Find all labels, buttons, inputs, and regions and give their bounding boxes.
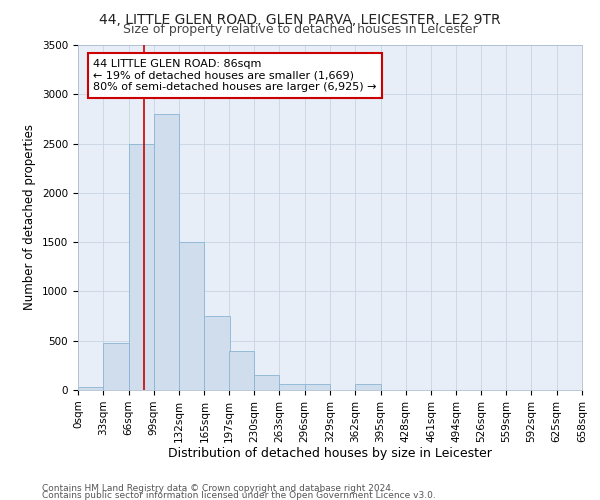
- Text: Contains HM Land Registry data © Crown copyright and database right 2024.: Contains HM Land Registry data © Crown c…: [42, 484, 394, 493]
- Bar: [229, 350, 254, 390]
- Text: Size of property relative to detached houses in Leicester: Size of property relative to detached ho…: [122, 22, 478, 36]
- Y-axis label: Number of detached properties: Number of detached properties: [23, 124, 37, 310]
- Bar: [280, 384, 305, 390]
- Bar: [179, 242, 205, 390]
- Bar: [154, 114, 179, 390]
- Bar: [205, 316, 230, 390]
- Bar: [78, 387, 103, 390]
- Text: Contains public sector information licensed under the Open Government Licence v3: Contains public sector information licen…: [42, 490, 436, 500]
- X-axis label: Distribution of detached houses by size in Leicester: Distribution of detached houses by size …: [168, 448, 492, 460]
- Text: 44, LITTLE GLEN ROAD, GLEN PARVA, LEICESTER, LE2 9TR: 44, LITTLE GLEN ROAD, GLEN PARVA, LEICES…: [99, 12, 501, 26]
- Bar: [355, 384, 380, 390]
- Bar: [254, 375, 280, 390]
- Bar: [305, 384, 330, 390]
- Text: 44 LITTLE GLEN ROAD: 86sqm
← 19% of detached houses are smaller (1,669)
80% of s: 44 LITTLE GLEN ROAD: 86sqm ← 19% of deta…: [93, 59, 377, 92]
- Bar: [103, 342, 128, 390]
- Bar: [128, 144, 154, 390]
